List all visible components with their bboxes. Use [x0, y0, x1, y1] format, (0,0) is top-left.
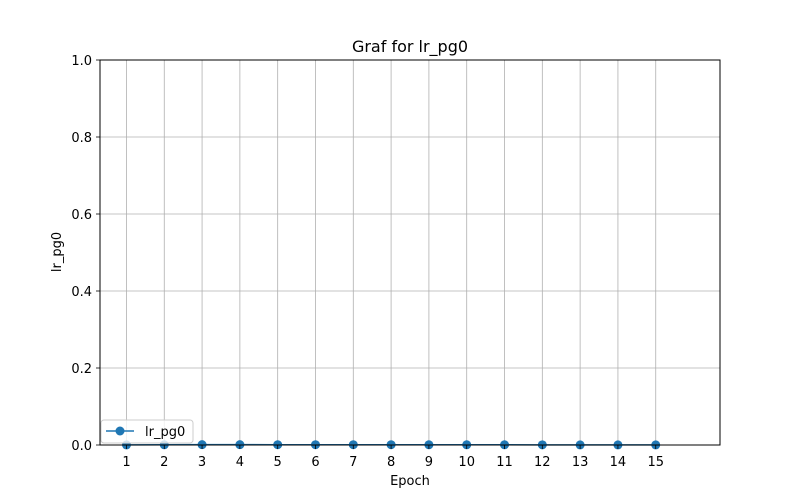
x-tick-label: 14	[610, 455, 627, 470]
axis-ticks: 1 2 3 4 5 6 7 8 9 10 11 12 13 14 150.00.20.40.60.81.0	[71, 54, 664, 470]
x-tick-label: 8	[387, 455, 395, 470]
x-tick-label: 9	[425, 455, 433, 470]
x-axis-label: Epoch	[390, 474, 430, 489]
x-tick-label: 1	[122, 455, 130, 470]
y-tick-label: 0.8	[71, 131, 92, 146]
x-tick-label: 3	[198, 455, 206, 470]
y-tick-label: 0.0	[71, 439, 92, 454]
y-axis-label: lr_pg0	[50, 232, 65, 272]
x-tick-label: 2	[160, 455, 168, 470]
x-tick-label: 10	[458, 455, 475, 470]
chart-title: Graf for lr_pg0	[352, 37, 468, 57]
x-tick-label: 12	[534, 455, 551, 470]
x-tick-label: 4	[236, 455, 244, 470]
x-tick-label: 6	[311, 455, 319, 470]
y-tick-label: 0.4	[71, 285, 92, 300]
legend: lr_pg0	[100, 419, 194, 444]
x-tick-label: 5	[274, 455, 282, 470]
legend-entry-label: lr_pg0	[145, 425, 185, 440]
plot-frame	[99, 59, 721, 446]
y-tick-label: 1.0	[71, 54, 92, 69]
x-tick-label: 13	[572, 455, 589, 470]
y-tick-label: 0.2	[71, 362, 92, 377]
grid-lines	[100, 59, 720, 446]
x-tick-label: 7	[349, 455, 357, 470]
legend-box	[100, 419, 194, 444]
plot-background	[100, 60, 720, 445]
y-tick-label: 0.6	[71, 208, 92, 223]
x-tick-label: 11	[496, 455, 513, 470]
legend-marker-sample	[115, 426, 125, 436]
x-tick-label: 15	[647, 455, 664, 470]
